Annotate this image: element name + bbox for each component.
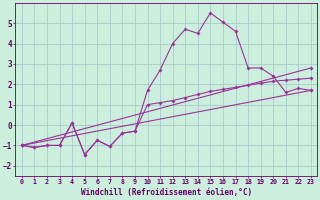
X-axis label: Windchill (Refroidissement éolien,°C): Windchill (Refroidissement éolien,°C): [81, 188, 252, 197]
